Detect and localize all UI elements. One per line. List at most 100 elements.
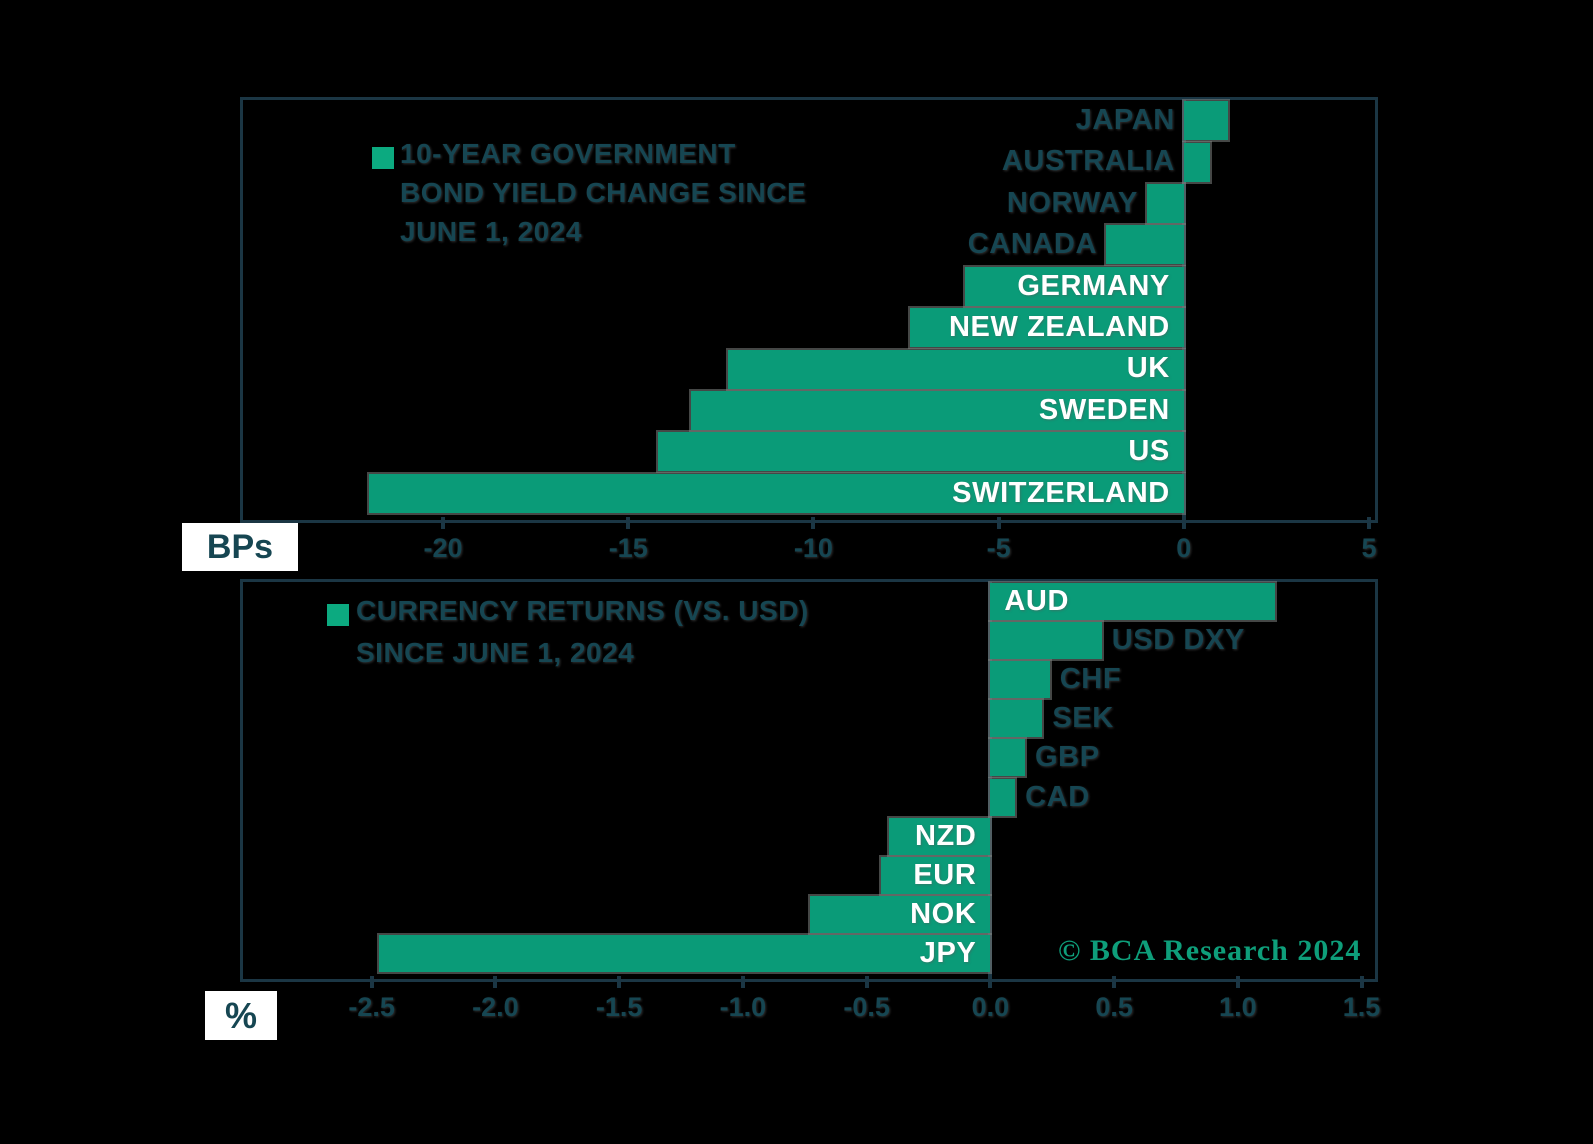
bar-label-switzerland: SWITZERLAND [952,476,1170,509]
bar-row-sek: SEK [243,698,1369,740]
x-axis-unit-percent: % [205,991,277,1040]
bar-label-canada: CANADA [967,228,1098,261]
bar-label-norway: NORWAY [1006,186,1138,219]
x-axis-unit-bps: BPs [182,523,298,571]
bar-label-usd-dxy: USD DXY [1111,624,1245,657]
bar-label-nzd: NZD [914,819,977,852]
bar-label-sek: SEK [1052,702,1114,735]
x-tick-0.0 [988,976,993,988]
bar-label-nok: NOK [910,897,977,930]
x-tick--1.0 [740,976,745,988]
copyright-note: © BCA Research 2024 [1058,934,1362,967]
x-tick--5 [996,517,1001,529]
x-tick-1.0 [1235,976,1240,988]
bar-eur [879,854,993,896]
x-tick-label-1.0: 1.0 [1219,992,1257,1022]
bar-label-germany: GERMANY [1017,269,1170,302]
bar-row-japan: JAPAN [243,99,1369,143]
bar-label-sweden: SWEDEN [1038,393,1170,426]
bar-row-eur: EUR [243,854,1369,896]
bar-row-canada: CANADA [243,223,1369,267]
legend-marker-icon [372,147,394,169]
bar-label-chf: CHF [1059,663,1122,696]
x-tick-label-0.0: 0.0 [971,992,1010,1022]
bar-label-uk: UK [1126,352,1170,385]
bar-row-cad: CAD [243,776,1369,818]
bar-sweden [689,388,1186,432]
legend-line: CURRENCY RETURNS (VS. USD) [356,595,809,626]
bar-row-switzerland: SWITZERLAND [243,471,1369,515]
bar-sek [988,698,1045,740]
bar-row-nok: NOK [243,893,1369,935]
bar-switzerland [366,471,1186,515]
bar-label-cad: CAD [1025,780,1090,813]
x-tick-label--5: -5 [986,533,1011,563]
bar-row-us: US [243,430,1369,474]
bar-us [655,430,1186,474]
bar-gbp [988,737,1027,779]
x-tick--2.5 [369,976,374,988]
x-tick-5 [1367,517,1371,529]
x-tick-label--2.5: -2.5 [348,992,395,1022]
bar-label-eur: EUR [913,858,977,891]
bond-chart-legend: 10-YEAR GOVERNMENT BOND YIELD CHANGE SIN… [400,134,806,251]
bar-label-aud: AUD [1004,585,1069,617]
x-tick-label--10: -10 [793,533,833,563]
zero-axis-line [1181,100,1186,520]
bar-label-australia: AUSTRALIA [1001,145,1175,178]
x-tick-label--0.5: -0.5 [843,992,890,1022]
x-tick-label-0.5: 0.5 [1095,992,1133,1022]
bar-row-usd-dxy: USD DXY [243,620,1369,662]
bar-usd-dxy [988,620,1104,662]
x-tick-0.5 [1112,976,1117,988]
legend-line: SINCE JUNE 1, 2024 [356,637,635,668]
x-tick-1.5 [1359,976,1364,988]
bar-uk [726,347,1186,391]
bar-label-japan: JAPAN [1075,104,1175,136]
x-tick--10 [811,517,816,529]
bar-row-chf: CHF [243,659,1369,701]
x-tick-label--2.0: -2.0 [472,992,519,1022]
bar-row-jpy: JPY [243,932,1369,974]
x-tick-label-1.5: 1.5 [1342,992,1381,1022]
bar-row-nzd: NZD [243,815,1369,857]
bar-jpy [377,932,993,974]
bar-row-uk: UK [243,347,1369,391]
bar-japan [1181,99,1231,143]
x-tick-label-0: 0 [1176,533,1192,563]
bar-label-gbp: GBP [1035,741,1100,774]
bar-row-norway: NORWAY [243,181,1369,225]
x-tick--0.5 [864,976,869,988]
bar-canada [1104,223,1186,267]
legend-line: JUNE 1, 2024 [400,216,582,247]
bar-nok [807,893,993,935]
x-tick-0 [1181,517,1186,529]
bar-row-aud: AUD [243,581,1369,623]
legend-marker-icon [327,604,349,626]
bar-row-australia: AUSTRALIA [243,140,1369,184]
bar-row-gbp: GBP [243,737,1369,779]
x-tick-label--15: -15 [608,533,648,563]
currency-chart-legend: CURRENCY RETURNS (VS. USD) SINCE JUNE 1,… [356,590,809,674]
x-tick--2.0 [493,976,498,988]
bar-chf [988,659,1052,701]
bar-norway [1144,181,1186,225]
bar-germany [963,264,1186,308]
legend-line: BOND YIELD CHANGE SINCE [400,177,807,208]
bar-label-us: US [1128,435,1170,468]
bar-row-sweden: SWEDEN [243,388,1369,432]
bar-australia [1181,140,1212,184]
currency-returns-chart: AUD USD DXY CHF SEK GBP CAD NZD EUR NOK JPY [240,579,1378,982]
bond-yield-chart: JAPAN AUSTRALIA NORWAY CANADA GERMANY NEW ZEA… [240,97,1378,523]
x-tick--15 [626,517,631,529]
x-tick-label--1.5: -1.5 [595,992,643,1022]
x-tick--1.5 [617,976,622,988]
bar-aud [988,581,1277,623]
x-tick-label--1.0: -1.0 [719,992,767,1022]
legend-line: 10-YEAR GOVERNMENT [400,138,736,169]
bar-label-jpy: JPY [919,936,977,969]
bar-row-germany: GERMANY [243,264,1369,308]
bar-row-new-zealand: NEW ZEALAND [243,306,1369,350]
x-tick-label-5: 5 [1361,533,1377,563]
